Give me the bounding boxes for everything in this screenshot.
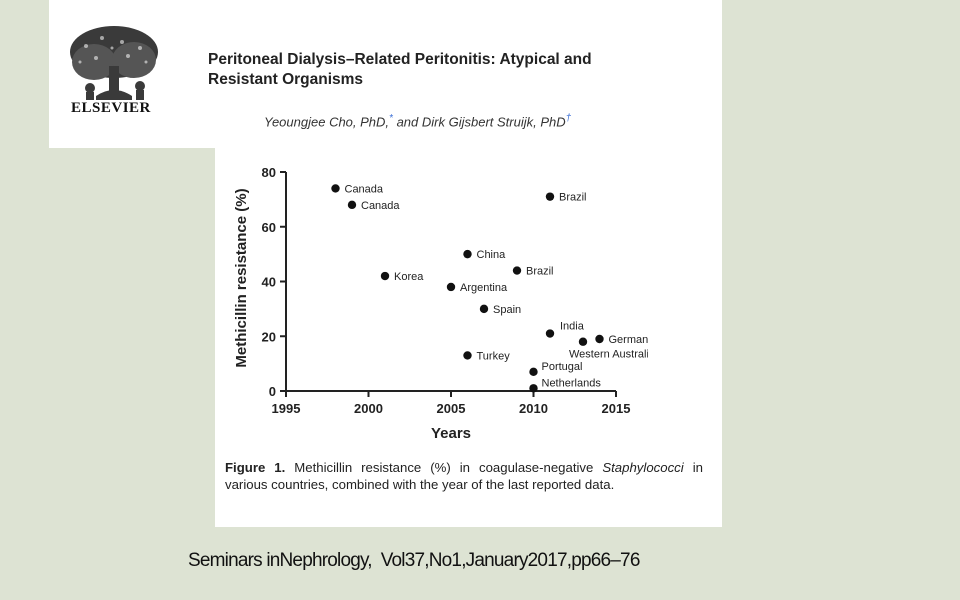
data-point <box>446 282 456 292</box>
data-point <box>512 266 522 275</box>
x-tick-label: 2005 <box>437 401 466 416</box>
point-label: Korea <box>394 271 424 283</box>
publisher-wordmark: ELSEVIER <box>71 100 151 116</box>
caption-italic: Staphylococci <box>602 460 684 475</box>
citation: Seminars inNephrology, Vol37,No1,January… <box>188 550 640 571</box>
point-label: China <box>477 249 507 261</box>
caption-text-1: Methicillin resistance (%) in coagulase-… <box>285 460 603 475</box>
author-2-mark: † <box>565 113 572 124</box>
data-point <box>545 192 555 201</box>
data-point <box>380 271 390 281</box>
point-label: India <box>560 321 585 333</box>
y-tick-label: 0 <box>269 384 276 399</box>
data-point <box>463 249 472 259</box>
paper-title-line1: Peritoneal Dialysis–Related Peritonitis:… <box>208 51 592 68</box>
paper-authors: Yeoungjee Cho, PhD,* and Dirk Gijsbert S… <box>264 113 571 129</box>
x-axis-title: Years <box>431 425 471 442</box>
author-1-mark: * <box>389 113 393 124</box>
point-label: Turkey <box>477 350 511 362</box>
figure-caption: Figure 1. Methicillin resistance (%) in … <box>225 459 703 493</box>
x-tick-label: 2010 <box>519 401 548 416</box>
point-label: Netherlands <box>542 377 602 389</box>
caption-text-2: in various countries, combined with the … <box>225 460 703 492</box>
y-tick-label: 20 <box>262 329 276 344</box>
data-point <box>578 337 588 346</box>
x-tick-label: 2015 <box>602 401 631 416</box>
point-label: Germany <box>609 334 649 346</box>
y-tick-label: 40 <box>262 275 276 290</box>
paper-title: Peritoneal Dialysis–Related Peritonitis:… <box>208 50 708 90</box>
x-tick-label: 2000 <box>354 401 383 416</box>
data-point <box>331 184 340 193</box>
header-panel <box>49 0 722 148</box>
y-tick-label: 80 <box>262 165 276 180</box>
author-separator: and <box>392 114 422 130</box>
point-label: Canada <box>361 200 400 212</box>
data-point <box>479 304 489 314</box>
author-2: Dirk Gijsbert Struijk, PhD <box>421 114 566 130</box>
elsevier-tree-logo <box>70 26 158 100</box>
point-label: Spain <box>493 304 521 316</box>
data-point <box>529 384 538 393</box>
caption-label: Figure 1. <box>225 460 286 475</box>
figure-panel <box>215 148 722 527</box>
paper-title-line2: Resistant Organisms <box>208 71 364 88</box>
author-1: Yeoungjee Cho, PhD, <box>264 114 390 130</box>
point-label: Brazil <box>526 266 554 278</box>
data-point <box>529 367 538 377</box>
data-point <box>545 329 555 338</box>
scatter-chart: Methicillin resistance (%) Years 0 20 40 60… <box>233 165 649 442</box>
y-tick-label: 60 <box>262 220 276 235</box>
x-tick-label: 1995 <box>272 401 301 416</box>
y-axis-title: Methicillin resistance (%) <box>233 188 250 367</box>
point-label: Canada <box>345 183 384 195</box>
data-point <box>595 334 604 344</box>
data-point <box>347 200 357 210</box>
point-label: Western Australia <box>569 349 648 361</box>
point-label: Brazil <box>559 192 587 204</box>
point-label: Argentina <box>460 282 508 294</box>
data-point <box>463 351 472 360</box>
point-label: Portugal <box>542 361 583 373</box>
